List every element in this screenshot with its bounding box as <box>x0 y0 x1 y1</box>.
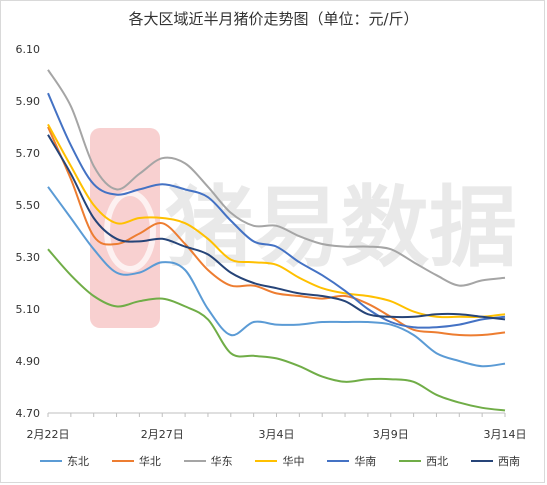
legend-swatch-icon <box>183 460 206 462</box>
x-tick-label: 2月27日 <box>141 428 184 441</box>
legend-item: 华南 <box>327 453 376 469</box>
y-tick-label: 4.90 <box>16 355 41 368</box>
legend-swatch-icon <box>470 460 493 462</box>
legend-label: 华东 <box>210 455 233 468</box>
series-line-1 <box>47 186 506 368</box>
legend-item: 华北 <box>111 453 161 469</box>
legend-swatch-icon <box>327 460 350 462</box>
x-tick-label: 3月4日 <box>259 428 295 441</box>
legend-swatch-icon <box>111 460 134 462</box>
legend-label: 华中 <box>282 455 305 468</box>
chart-title: 各大区域近半月猪价走势图（单位：元/斤） <box>128 10 419 28</box>
y-axis: 6.10 5.90 5.70 5.50 5.30 5.10 4.90 4.70 <box>16 43 41 420</box>
series-line-7 <box>47 134 506 321</box>
x-tick-label: 2月22日 <box>27 428 70 441</box>
y-tick-label: 5.50 <box>16 199 41 212</box>
legend-swatch-icon <box>255 460 278 462</box>
x-tick-label: 3月9日 <box>373 428 409 441</box>
legend-label: 西南 <box>497 455 520 468</box>
legend-label: 华南 <box>354 455 377 468</box>
series-line-2 <box>47 126 506 337</box>
series-line-3 <box>47 69 506 287</box>
legend-label: 东北 <box>67 455 89 468</box>
y-tick-label: 5.70 <box>16 147 41 160</box>
x-tick-label: 3月14日 <box>484 428 527 441</box>
plot-area <box>47 69 506 412</box>
legend-swatch-icon <box>399 460 422 462</box>
legend: 东北 华北 华东 华中 华南 西北 西南 <box>40 452 520 470</box>
legend-item: 西南 <box>470 453 520 469</box>
x-axis: 2月22日 2月27日 3月4日 3月9日 3月14日 <box>27 412 527 441</box>
series-line-6 <box>47 248 506 412</box>
y-tick-label: 5.10 <box>16 303 41 316</box>
legend-item: 西北 <box>399 453 448 469</box>
y-tick-label: 6.10 <box>16 43 41 56</box>
legend-item: 东北 <box>40 453 89 469</box>
legend-label: 西北 <box>426 455 449 468</box>
y-tick-label: 5.30 <box>16 251 41 264</box>
y-tick-label: 5.90 <box>16 95 41 108</box>
series-line-5 <box>47 92 506 329</box>
legend-item: 华中 <box>255 453 304 469</box>
legend-item: 华东 <box>183 453 233 469</box>
y-tick-label: 4.70 <box>16 407 41 420</box>
legend-label: 华北 <box>138 455 161 468</box>
legend-swatch-icon <box>40 460 62 462</box>
